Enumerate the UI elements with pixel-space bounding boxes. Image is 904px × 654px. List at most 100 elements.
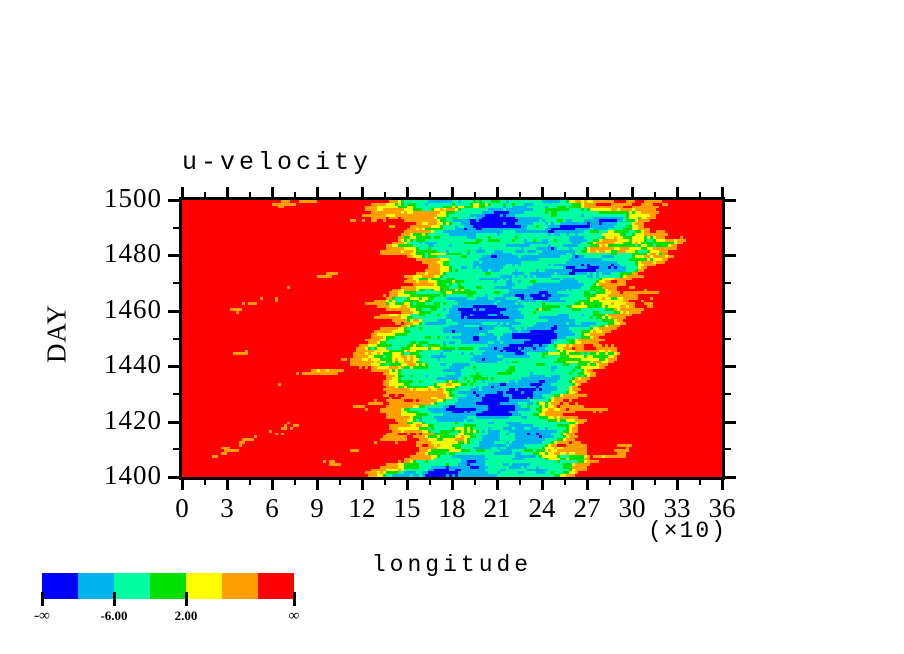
x-tick-label: 30 <box>618 493 646 523</box>
axis-tick <box>586 477 589 490</box>
x-axis-multiplier: (×10) <box>648 518 728 544</box>
x-tick-label: 9 <box>310 493 324 523</box>
x-tick-label: 3 <box>220 493 234 523</box>
axis-tick <box>294 192 296 200</box>
y-tick-label: 1480 <box>104 238 162 269</box>
axis-tick <box>181 477 184 490</box>
axis-tick <box>361 477 364 490</box>
colorbar-label: -6.00 <box>100 608 128 623</box>
axis-tick <box>384 192 386 200</box>
axis-tick <box>721 187 724 200</box>
y-tick-label: 1440 <box>104 349 162 380</box>
axis-tick <box>721 477 724 490</box>
axis-tick <box>181 187 184 200</box>
colorbar-band <box>42 573 78 599</box>
axis-tick <box>204 192 206 200</box>
colorbar-band <box>114 573 150 599</box>
axis-tick <box>474 477 476 485</box>
axis-tick <box>451 187 454 200</box>
colorbar-band <box>258 573 294 599</box>
axis-tick <box>722 310 736 313</box>
axis-tick <box>361 187 364 200</box>
colorbar-band <box>78 573 114 599</box>
colorbar-tick <box>113 592 116 606</box>
colorbar-tick <box>185 592 188 606</box>
colorbar-label: 2.00 <box>174 608 198 623</box>
axis-tick <box>541 477 544 490</box>
axis-tick <box>722 227 731 229</box>
axis-tick <box>609 477 611 485</box>
colorbar-label: -∞ <box>34 608 50 624</box>
heatmap-field <box>182 200 722 477</box>
axis-tick <box>631 187 634 200</box>
axis-tick <box>541 187 544 200</box>
y-tick-label: 1420 <box>104 404 162 435</box>
axis-tick <box>676 477 679 490</box>
axis-tick <box>722 338 731 340</box>
x-tick-label: 12 <box>348 493 376 523</box>
x-tick-label: 18 <box>438 493 466 523</box>
axis-tick <box>451 477 454 490</box>
axis-tick <box>519 477 521 485</box>
y-tick-label: 1460 <box>104 293 162 324</box>
axis-tick <box>564 192 566 200</box>
axis-tick <box>474 192 476 200</box>
axis-tick <box>676 187 679 200</box>
axis-tick <box>339 192 341 200</box>
axis-tick <box>173 282 182 284</box>
x-tick-label: 27 <box>573 493 601 523</box>
colorbar-tick <box>41 592 44 606</box>
axis-tick <box>204 477 206 485</box>
axis-tick <box>316 187 319 200</box>
x-tick-label: 33 <box>663 493 691 523</box>
axis-tick <box>654 192 656 200</box>
axis-tick <box>722 365 736 368</box>
axis-tick <box>654 477 656 485</box>
axis-tick <box>316 477 319 490</box>
axis-tick <box>406 187 409 200</box>
axis-tick <box>168 421 182 424</box>
x-tick-label: 0 <box>175 493 189 523</box>
colorbar <box>42 573 294 599</box>
axis-tick <box>168 476 182 479</box>
axis-tick <box>384 477 386 485</box>
axis-tick <box>226 477 229 490</box>
axis-tick <box>586 187 589 200</box>
axis-tick <box>339 477 341 485</box>
axis-tick <box>609 192 611 200</box>
axis-tick <box>631 477 634 490</box>
heatmap-plot-area <box>182 200 722 477</box>
colorbar-band <box>222 573 258 599</box>
colorbar-band <box>150 573 186 599</box>
axis-tick <box>699 477 701 485</box>
axis-tick <box>168 254 182 257</box>
axis-tick <box>294 477 296 485</box>
axis-tick <box>722 393 731 395</box>
y-axis-title: DAY <box>41 303 72 364</box>
colorbar-label: ∞ <box>288 608 300 624</box>
y-tick-label: 1400 <box>104 460 162 490</box>
x-axis-title: longitude <box>371 552 533 578</box>
axis-tick <box>699 192 701 200</box>
axis-tick <box>722 282 731 284</box>
axis-tick <box>173 393 182 395</box>
colorbar-tick <box>293 592 296 606</box>
axis-tick <box>249 192 251 200</box>
axis-tick <box>173 338 182 340</box>
y-tick-label: 1500 <box>104 183 162 213</box>
x-tick-label: 24 <box>528 493 556 523</box>
axis-tick <box>173 448 182 450</box>
x-tick-label: 15 <box>393 493 421 523</box>
colorbar-band <box>186 573 222 599</box>
axis-tick <box>271 477 274 490</box>
axis-tick <box>564 477 566 485</box>
axis-tick <box>722 448 731 450</box>
axis-tick <box>722 476 736 479</box>
axis-tick <box>722 254 736 257</box>
axis-tick <box>496 477 499 490</box>
axis-tick <box>168 310 182 313</box>
axis-tick <box>429 192 431 200</box>
axis-tick <box>519 192 521 200</box>
plot-title: u-velocity <box>182 148 373 177</box>
